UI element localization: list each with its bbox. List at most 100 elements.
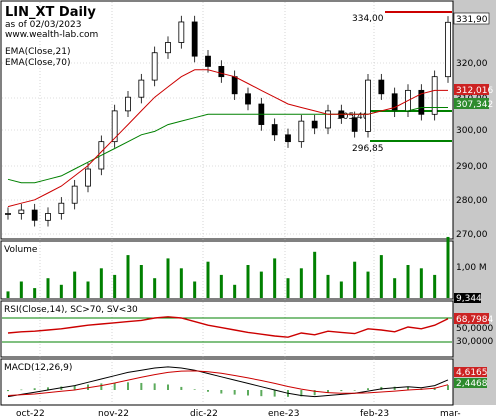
macd-histogram-bar <box>193 389 196 390</box>
macd-histogram-bar <box>260 390 263 397</box>
candle-body <box>285 134 291 143</box>
macd-value-box-2 <box>454 378 487 388</box>
macd-histogram-bar <box>73 385 76 390</box>
candle-body <box>138 79 145 98</box>
volume-bar <box>286 278 290 298</box>
x-axis-labels: oct-22 nov-22 dic-22 ene-23 feb-23 mar- <box>16 409 461 419</box>
x-tick-label: mar- <box>440 409 461 419</box>
macd-line <box>7 366 449 398</box>
macd-histogram-bar <box>167 384 169 390</box>
volume-bar <box>179 268 183 298</box>
candle-body <box>271 124 278 136</box>
volume-bar <box>366 271 370 298</box>
volume-bar <box>259 271 263 298</box>
rsi-tick: 50,0000 <box>456 324 493 334</box>
as-of-date: as of 02/03/2023 <box>5 20 81 30</box>
volume-bar <box>433 274 437 298</box>
volume-title: Volume <box>4 245 38 255</box>
ema21-legend: EMA(Close,21) <box>5 47 70 57</box>
candle-body <box>231 76 238 95</box>
rsi-line <box>7 316 449 338</box>
volume-bars <box>6 236 450 298</box>
price-gridlines <box>2 2 452 404</box>
volume-bar <box>406 265 410 298</box>
volume-bar <box>6 291 10 298</box>
ema70-value-label: 307,342 <box>456 100 493 110</box>
macd-histogram-bar <box>247 390 249 396</box>
volume-bar <box>193 281 197 298</box>
volume-bar <box>46 278 50 298</box>
candle-body <box>71 185 78 204</box>
candle-body <box>111 110 118 143</box>
candle-body <box>298 120 305 143</box>
close-value-label: 331,90 <box>456 15 488 25</box>
candle-body <box>418 89 425 115</box>
volume-bar <box>313 251 317 298</box>
macd-histogram-bar <box>153 383 156 390</box>
candle-body <box>18 209 25 214</box>
macd-histogram-bar <box>20 389 23 391</box>
macd-histogram-bar <box>127 382 129 390</box>
candle-body <box>311 120 318 129</box>
volume-bar <box>153 278 157 298</box>
volume-bar <box>219 274 223 298</box>
volume-bar <box>73 271 77 298</box>
price-tick: 300,00 <box>456 126 488 136</box>
macd-histogram-bar <box>220 390 223 394</box>
macd-value-label-2: 2,4468 <box>456 379 488 389</box>
level-334-label: 334,00 <box>352 14 384 24</box>
macd-histogram-bar <box>100 383 103 390</box>
candle-body <box>31 209 38 221</box>
candle-body <box>218 66 225 78</box>
macd-histogram-bar <box>353 390 356 391</box>
macd-histogram-bar <box>393 386 396 390</box>
candle-body <box>325 110 331 129</box>
volume-bar <box>33 288 37 298</box>
candle-body <box>245 93 251 105</box>
candle-body <box>45 213 51 221</box>
macd-histogram-bar <box>33 388 36 390</box>
volume-bar <box>233 284 237 298</box>
price-tick: 320,00 <box>456 59 488 69</box>
macd-histogram-bar <box>273 390 276 397</box>
price-panel-frame <box>0 0 454 240</box>
volume-panel-frame <box>0 240 454 300</box>
volume-bar <box>139 265 143 298</box>
macd-histogram-bar <box>180 386 183 390</box>
macd-histogram-bar <box>87 384 89 390</box>
rsi-value-box <box>454 313 489 324</box>
x-tick-label: nov-22 <box>98 409 129 419</box>
macd-histogram-bar <box>407 386 409 390</box>
volume-bar <box>86 281 90 298</box>
macd-histogram-bar <box>367 388 369 390</box>
candle-body <box>205 55 211 67</box>
rsi-tick: 30,0000 <box>456 337 493 347</box>
volume-bar <box>353 261 357 298</box>
candle-body <box>365 79 371 132</box>
volume-bar <box>379 255 383 298</box>
candle-body <box>445 21 451 78</box>
macd-title: MACD(12,26,9) <box>4 363 72 373</box>
macd-value-box-1 <box>454 367 487 377</box>
volume-value-box <box>454 293 481 303</box>
candle-body <box>165 42 171 54</box>
candle-body <box>85 168 91 187</box>
level-296-label: 296,85 <box>352 144 384 154</box>
candle-body <box>125 96 131 112</box>
price-tick: 280,00 <box>456 196 488 206</box>
price-tick: 290,00 <box>456 162 488 172</box>
x-tick-label: dic-22 <box>190 409 218 419</box>
value-axis-strip <box>453 0 496 405</box>
rsi-value-label: 68,7984 <box>456 315 493 325</box>
close-value-box <box>453 12 490 25</box>
ema70-legend: EMA(Close,70) <box>5 58 70 68</box>
macd-histogram-bar <box>313 390 316 396</box>
candle-body <box>351 117 358 132</box>
candle-body <box>191 21 198 57</box>
volume-bar <box>19 281 23 298</box>
volume-bar <box>59 284 63 298</box>
candle-body <box>5 213 11 215</box>
macd-histogram-bar <box>113 382 116 390</box>
